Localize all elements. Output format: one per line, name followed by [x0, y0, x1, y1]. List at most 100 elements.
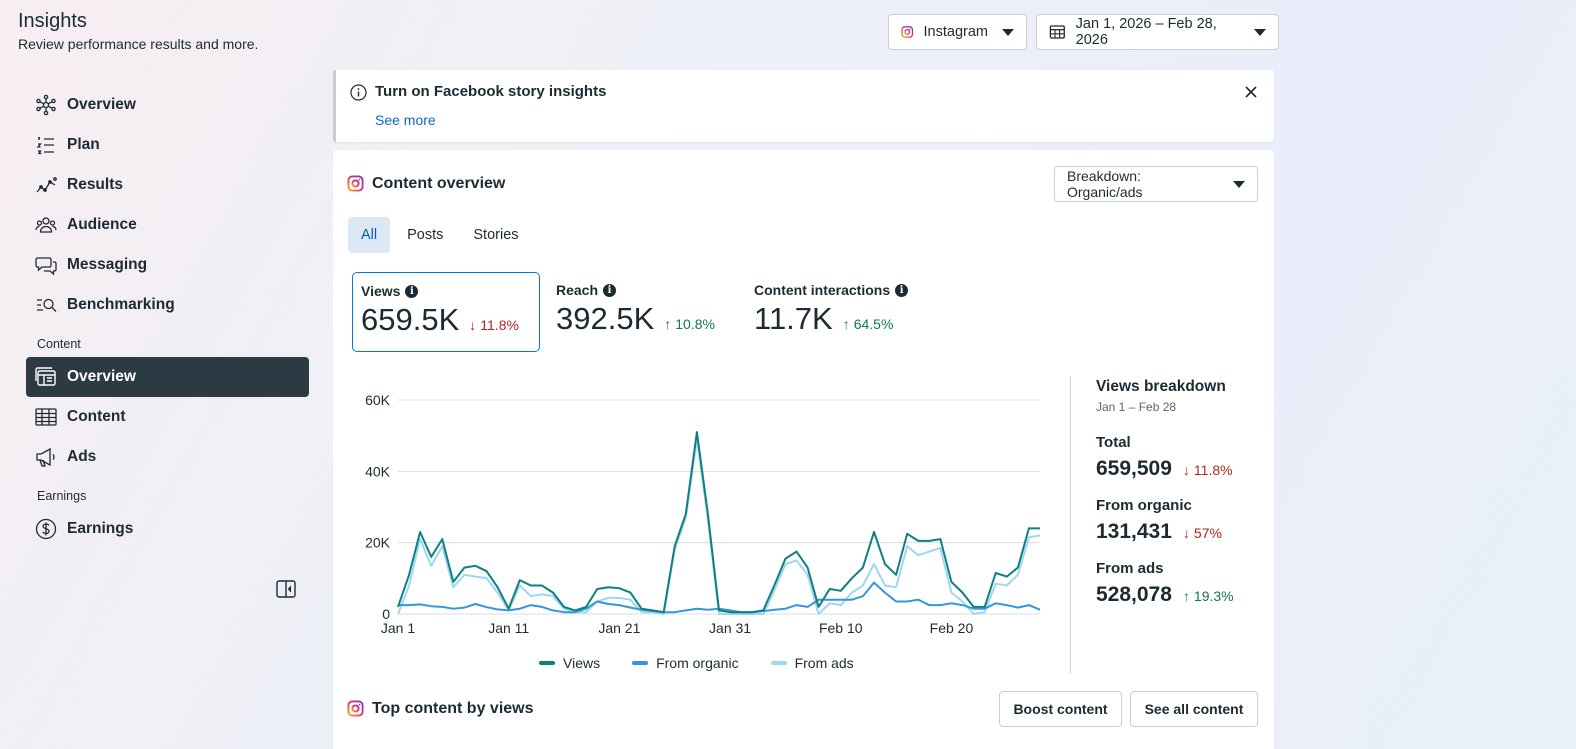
breakdown-delta-value: 19.3% — [1193, 588, 1234, 604]
breakdown-row: 659,509 ↓ 11.8% — [1096, 457, 1266, 481]
instagram-icon — [347, 700, 364, 717]
sidebar-item-content[interactable]: Content — [26, 397, 309, 437]
metric-views[interactable]: Views i 659.5K ↓ 11.8% — [352, 272, 540, 352]
collapse-sidebar-icon[interactable] — [276, 580, 296, 598]
sidebar-item-messaging[interactable]: Messaging — [26, 245, 309, 285]
breakdown-delta: ↑ 19.3% — [1183, 588, 1234, 604]
breakdown-row: 131,431 ↓ 57% — [1096, 520, 1266, 544]
sidebar-item-plan[interactable]: Plan — [26, 125, 309, 165]
instagram-icon — [901, 26, 914, 38]
breakdown-delta: ↓ 11.8% — [1183, 462, 1233, 478]
sidebar-item-label: Overview — [67, 96, 136, 113]
sidebar-item-label: Overview — [67, 368, 136, 385]
sidebar-item-ads[interactable]: Ads — [26, 437, 309, 477]
breakdown-dropdown[interactable]: Breakdown: Organic/ads — [1054, 166, 1258, 202]
platform-label: Instagram — [923, 24, 988, 40]
sidebar-item-earnings[interactable]: Earnings — [26, 509, 309, 549]
platform-dropdown[interactable]: Instagram — [888, 14, 1027, 50]
boost-content-button[interactable]: Boost content — [999, 691, 1122, 727]
legend-label: Views — [563, 655, 601, 671]
legend-organic[interactable]: From organic — [632, 655, 739, 671]
chart-legend: Views From organic From ads — [539, 655, 854, 671]
metric-label-row: Reach i — [556, 282, 730, 298]
y-tick-label: 60K — [365, 392, 391, 408]
calendar-icon — [1049, 25, 1065, 39]
sidebar-item-label: Plan — [67, 136, 100, 153]
sidebar-item-results[interactable]: Results — [26, 165, 309, 205]
y-tick-label: 20K — [365, 535, 391, 551]
audience-people-icon — [35, 217, 57, 233]
views-line-chart[interactable]: 0 20K 40K 60K Jan 1 Jan 11 Jan 21 Jan 31 Feb 10 F… — [333, 370, 1053, 690]
breakdown-delta-value: 57% — [1193, 525, 1222, 541]
metric-reach[interactable]: Reach i 392.5K ↑ 10.8% — [548, 272, 738, 352]
legend-swatch — [632, 661, 649, 665]
sidebar-item-label: Messaging — [67, 256, 148, 273]
metric-delta: ↑ 64.5% — [843, 316, 894, 332]
x-tick-label: Jan 31 — [709, 620, 751, 636]
arrow-down-icon: ↓ — [1182, 525, 1190, 541]
plan-list-icon — [36, 137, 54, 155]
breakdown-delta: ↓ 57% — [1183, 525, 1222, 541]
info-icon[interactable]: i — [895, 283, 909, 297]
breakdown-value: 528,078 — [1096, 583, 1172, 606]
metric-value: 392.5K — [556, 301, 655, 336]
metric-value-row: 659.5K ↓ 11.8% — [361, 302, 531, 338]
breakdown-organic: From organic 131,431 ↓ 57% — [1096, 497, 1266, 544]
sidebar: Overview Plan Results Audience Messaging… — [26, 85, 309, 549]
metric-delta: ↓ 11.8% — [469, 317, 519, 333]
tab-posts[interactable]: Posts — [407, 227, 444, 243]
metric-label: Views — [361, 283, 401, 299]
arrow-up-icon: ↑ — [842, 316, 850, 332]
date-range-label: Jan 1, 2026 – Feb 28, 2026 — [1075, 16, 1217, 48]
date-range-dropdown[interactable]: Jan 1, 2026 – Feb 28, 2026 — [1036, 14, 1279, 50]
metric-value-row: 11.7K ↑ 64.5% — [754, 301, 938, 337]
chevron-down-icon — [1002, 28, 1014, 36]
sidebar-item-content-overview[interactable]: Overview — [26, 357, 309, 397]
metric-value: 11.7K — [754, 301, 833, 336]
chevron-down-icon — [1233, 180, 1245, 188]
content-overview-title: Content overview — [372, 175, 506, 192]
metric-label: Content interactions — [754, 282, 891, 298]
see-all-content-button[interactable]: See all content — [1130, 691, 1258, 727]
table-grid-icon — [35, 408, 57, 426]
close-icon[interactable] — [1244, 85, 1258, 99]
top-controls: Instagram Jan 1, 2026 – Feb 28, 2026 — [888, 14, 1279, 50]
metric-content-interactions[interactable]: Content interactions i 11.7K ↑ 64.5% — [746, 272, 946, 352]
legend-ads[interactable]: From ads — [770, 655, 854, 671]
legend-swatch — [539, 661, 555, 665]
sidebar-item-audience[interactable]: Audience — [26, 205, 309, 245]
y-tick-label: 0 — [382, 606, 390, 622]
metric-value: 659.5K — [361, 302, 460, 337]
legend-views[interactable]: Views — [539, 655, 600, 671]
info-icon[interactable]: i — [405, 284, 419, 298]
megaphone-icon — [36, 447, 55, 467]
sidebar-item-overview[interactable]: Overview — [26, 85, 309, 125]
breakdown-delta-value: 11.8% — [1193, 462, 1233, 478]
story-insights-banner: Turn on Facebook story insights See more — [333, 70, 1274, 142]
banner-title: Turn on Facebook story insights — [375, 83, 607, 100]
page-title: Insights — [18, 10, 87, 32]
x-tick-label: Jan 1 — [381, 620, 415, 636]
info-icon[interactable]: i — [603, 283, 617, 297]
results-trend-icon — [36, 177, 57, 193]
arrow-down-icon: ↓ — [469, 317, 477, 333]
sidebar-item-label: Benchmarking — [67, 296, 175, 313]
metric-delta-value: 11.8% — [480, 317, 519, 333]
breakdown-ads: From ads 528,078 ↑ 19.3% — [1096, 560, 1266, 607]
sidebar-item-label: Results — [67, 176, 123, 193]
info-icon — [350, 84, 367, 101]
sidebar-section-content: Content — [37, 337, 81, 351]
x-tick-label: Feb 20 — [930, 620, 974, 636]
content-type-tabs: All Posts Stories — [348, 217, 532, 253]
sidebar-item-benchmarking[interactable]: Benchmarking — [26, 285, 309, 325]
content-overview-icon — [35, 367, 56, 386]
series-line-ads — [397, 438, 1041, 615]
tab-all[interactable]: All — [348, 217, 391, 253]
sidebar-item-label: Content — [67, 408, 126, 425]
breakdown-label: From organic — [1096, 497, 1192, 514]
dollar-circle-icon — [35, 518, 57, 540]
see-more-link[interactable]: See more — [375, 112, 436, 128]
views-breakdown-range: Jan 1 – Feb 28 — [1096, 400, 1177, 414]
sidebar-section-earnings: Earnings — [37, 489, 87, 503]
tab-stories[interactable]: Stories — [473, 227, 519, 243]
